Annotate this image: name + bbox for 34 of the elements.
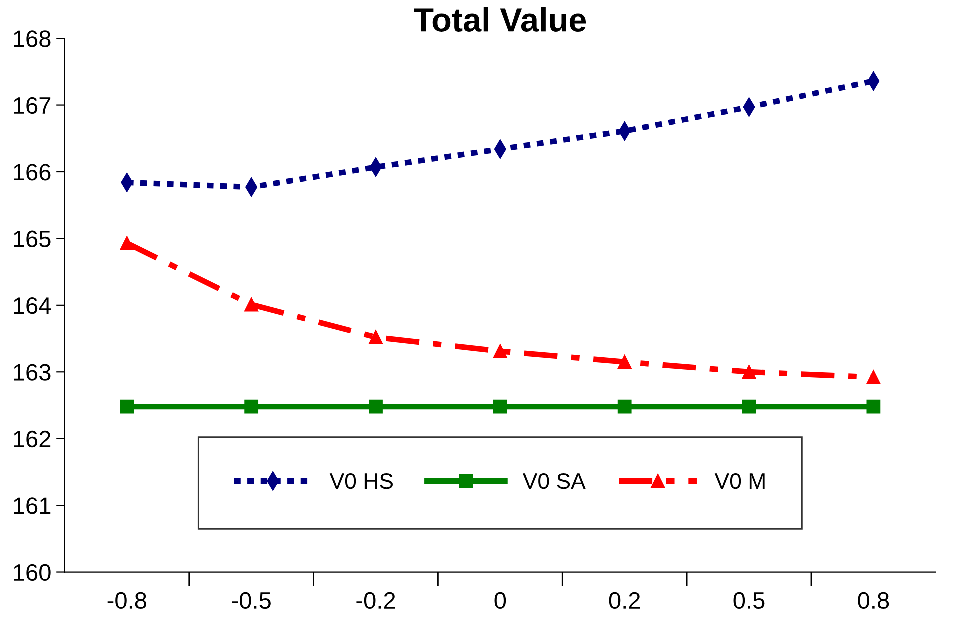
x-tick-label: 0: [494, 592, 506, 610]
y-tick-label: 160: [14, 564, 51, 582]
y-tick-label: 168: [14, 30, 51, 48]
point: [618, 355, 632, 370]
y-tick-label: 161: [14, 498, 51, 514]
y-tick-label: 165: [14, 230, 51, 248]
x-tick-label: 0.8: [858, 592, 890, 610]
point: [369, 400, 383, 414]
point: [866, 370, 881, 384]
point: [120, 400, 134, 414]
point: [742, 365, 756, 380]
x-tick-label: -0.5: [232, 592, 271, 610]
x-tick-label: -0.2: [356, 592, 396, 610]
point: [369, 330, 383, 344]
legend-label: V0 SA: [522, 473, 586, 490]
x-tick-label: -0.8: [108, 592, 146, 610]
y-tick-label: 164: [14, 297, 52, 314]
point: [120, 236, 134, 250]
chart-title: Total Value: [414, 8, 586, 32]
y-tick-label: 167: [14, 97, 51, 114]
y-tick-label: 166: [14, 164, 51, 181]
x-tick-label: 0.5: [734, 592, 765, 610]
point: [244, 298, 259, 312]
legend-label: V0 HS: [330, 473, 393, 490]
legend-label: V0 M: [714, 473, 765, 490]
point: [742, 400, 756, 414]
x-tick-label: 0.2: [609, 592, 640, 610]
point: [866, 400, 881, 414]
y-tick-label: 162: [14, 430, 51, 448]
point: [493, 344, 508, 358]
point: [493, 400, 508, 414]
point: [618, 400, 632, 414]
point: [244, 400, 259, 414]
y-tick-label: 163: [14, 364, 51, 381]
